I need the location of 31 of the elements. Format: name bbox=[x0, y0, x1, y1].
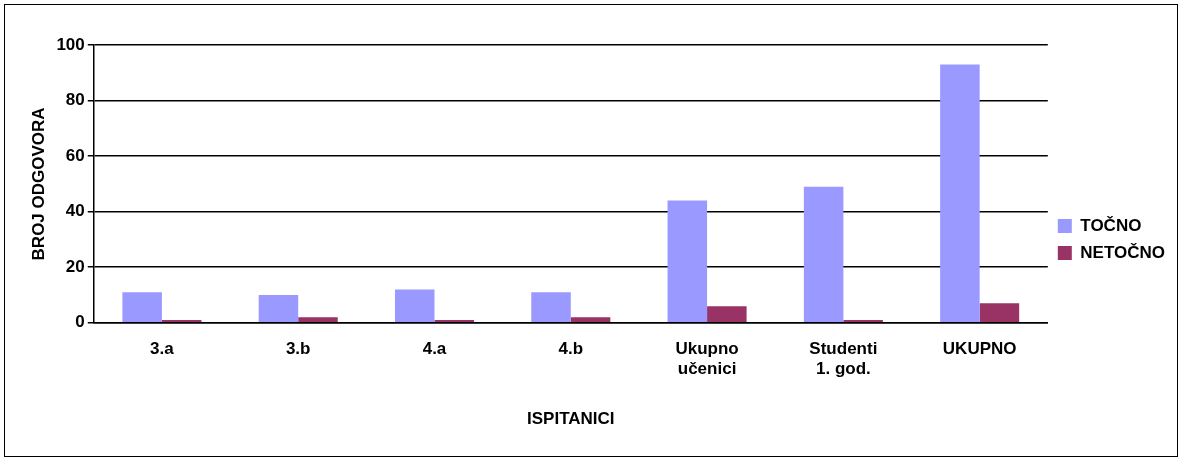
x-tick-label: UKUPNO bbox=[942, 338, 1017, 358]
y-axis-title: BROJ ODGOVORA bbox=[28, 107, 48, 261]
x-axis-title: ISPITANICI bbox=[527, 409, 615, 429]
bar bbox=[161, 320, 202, 323]
x-tick-label: Studenti 1. god. bbox=[809, 338, 878, 379]
bar bbox=[434, 320, 475, 323]
x-tick-label: Ukupno učenici bbox=[675, 338, 739, 379]
bar bbox=[940, 64, 980, 323]
x-tick-label: 4.a bbox=[422, 338, 447, 358]
bar bbox=[979, 303, 1020, 323]
bar bbox=[570, 317, 611, 323]
y-tick-label: 60 bbox=[65, 145, 85, 165]
y-tick-label: 20 bbox=[65, 256, 85, 276]
y-tick-label: 40 bbox=[65, 201, 85, 221]
bar bbox=[298, 317, 338, 323]
bar bbox=[843, 320, 883, 323]
bar bbox=[803, 186, 844, 323]
x-tick-label: 3.b bbox=[285, 338, 311, 358]
bar bbox=[394, 289, 435, 323]
legend-label: TOČNO bbox=[1080, 215, 1142, 235]
y-tick-label: 100 bbox=[56, 34, 85, 54]
bar bbox=[122, 292, 162, 323]
bar bbox=[707, 306, 747, 323]
legend-label: NETOČNO bbox=[1080, 242, 1166, 262]
y-tick-label: 80 bbox=[65, 90, 85, 110]
x-tick-label: 3.a bbox=[150, 338, 175, 358]
y-tick-label: 0 bbox=[75, 312, 85, 332]
bar bbox=[667, 200, 708, 323]
bar bbox=[258, 295, 299, 323]
x-tick-label: 4.b bbox=[558, 338, 584, 358]
bar bbox=[531, 292, 571, 323]
